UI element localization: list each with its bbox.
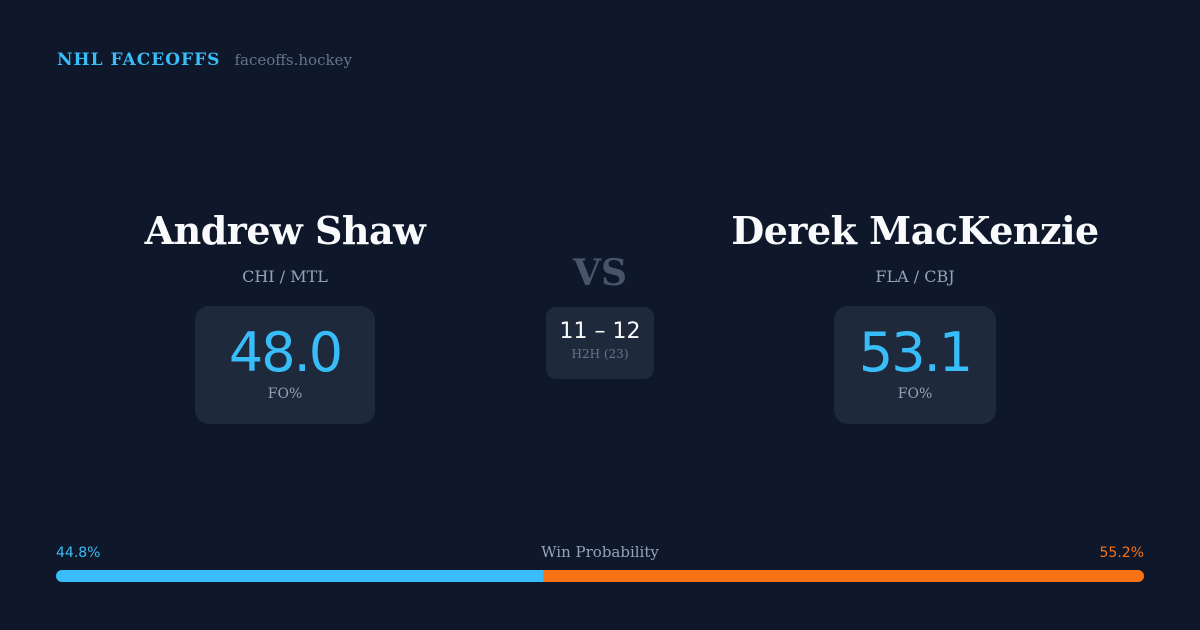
brand-header: NHL FACEOFFS faceoffs.hockey	[57, 50, 352, 70]
faceoff-percentage: 53.1	[858, 321, 973, 384]
win-probability: 44.8% Win Probability 55.2%	[56, 543, 1144, 582]
player-teams: CHI / MTL	[242, 267, 328, 286]
player-name: Andrew Shaw	[144, 208, 426, 253]
win-prob-bar-right	[543, 570, 1144, 582]
head-to-head-card: 11 – 12 H2H (23)	[546, 307, 654, 379]
faceoff-label: FO%	[267, 386, 303, 402]
win-prob-bar	[56, 570, 1144, 582]
win-prob-label: Win Probability	[541, 543, 659, 561]
win-prob-bar-left	[56, 570, 544, 582]
faceoff-label: FO%	[897, 386, 933, 402]
faceoff-stat-card: 53.1 FO%	[834, 306, 996, 424]
faceoff-percentage: 48.0	[228, 321, 343, 384]
player-teams: FLA / CBJ	[875, 267, 955, 286]
h2h-label: H2H (23)	[571, 347, 629, 361]
vs-label: VS	[573, 252, 627, 294]
brand-url: faceoffs.hockey	[234, 51, 352, 69]
player-right: Derek MacKenzie FLA / CBJ 53.1 FO%	[715, 208, 1115, 424]
h2h-score: 11 – 12	[559, 319, 641, 344]
player-left: Andrew Shaw CHI / MTL 48.0 FO%	[85, 208, 485, 424]
faceoff-stat-card: 48.0 FO%	[195, 306, 375, 424]
brand-name: NHL FACEOFFS	[57, 50, 221, 70]
win-prob-right: 55.2%	[1099, 545, 1144, 561]
player-name: Derek MacKenzie	[731, 208, 1099, 253]
win-prob-left: 44.8%	[56, 545, 101, 561]
